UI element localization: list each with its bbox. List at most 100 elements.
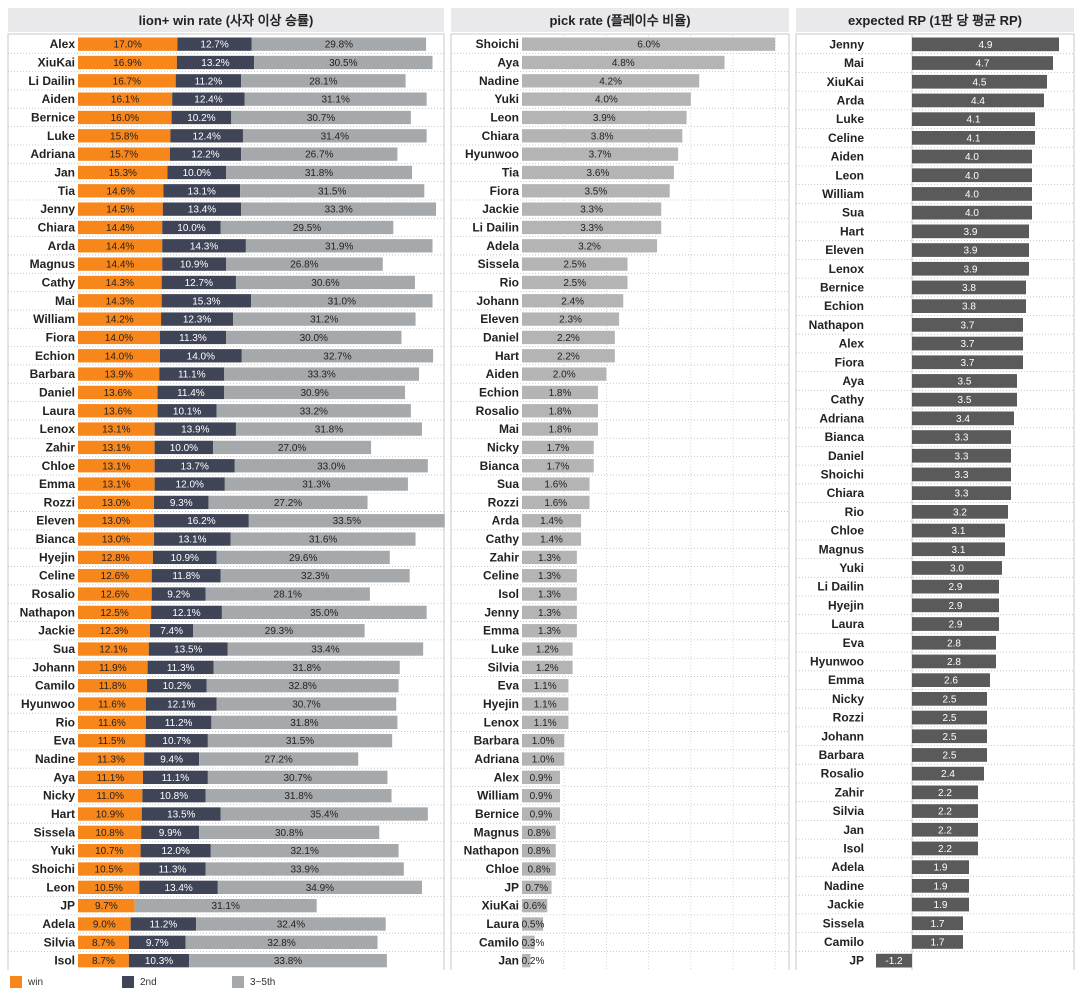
bar-3-5th-adela — [196, 917, 386, 931]
category-label-leon: Leon — [835, 168, 864, 182]
bar-rp-rio — [912, 505, 1008, 519]
data-label-3-5th-jan: 31.8% — [305, 168, 333, 179]
data-label-rp-eleven: 3.9 — [964, 246, 978, 257]
category-label-hart: Hart — [840, 224, 864, 238]
category-label-arda: Arda — [837, 93, 865, 107]
category-label-magnus: Magnus — [474, 825, 520, 839]
data-label-2nd-alex: 12.7% — [200, 40, 228, 51]
data-label-2nd-xiukai: 13.2% — [201, 58, 229, 69]
bar-win-bernice — [78, 110, 172, 125]
bar-win-leon — [78, 880, 140, 895]
bar-3-5th-fiora — [226, 330, 402, 345]
bar-3-5th-nathapon — [221, 605, 427, 620]
data-label-pick-adela: 3.2% — [578, 241, 601, 252]
category-label-johann: Johann — [32, 660, 75, 674]
data-label-pick-nicky: 1.7% — [546, 443, 569, 454]
category-label-adriana: Adriana — [30, 147, 75, 161]
data-label-win-chiara: 14.4% — [106, 223, 134, 234]
bar-rp-isol — [912, 841, 978, 856]
data-label-win-jenny: 14.5% — [106, 205, 134, 216]
data-label-pick-adriana: 1.0% — [532, 755, 555, 766]
bar-win-alex — [78, 37, 178, 51]
bar-pick-lenox — [522, 715, 569, 730]
bar-rp-yuki — [912, 561, 1002, 575]
data-label-3-5th-jp: 31.1% — [212, 901, 240, 912]
data-label-2nd-aiden: 12.4% — [194, 95, 222, 106]
bar-rp-echion — [912, 299, 1026, 313]
bar-win-nadine — [78, 752, 145, 766]
bar-pick-bernice — [522, 807, 560, 821]
bar-win-johann — [78, 660, 148, 675]
bar-rp-adriana — [912, 411, 1014, 426]
data-label-pick-silvia: 1.2% — [536, 663, 559, 674]
category-label-william: William — [822, 187, 864, 201]
category-label-mai: Mai — [499, 422, 519, 436]
bar-rp-zahir — [912, 785, 978, 800]
category-label-aiden: Aiden — [831, 150, 864, 164]
data-label-win-isol: 8.7% — [92, 956, 115, 967]
category-label-jp: JP — [849, 954, 864, 968]
category-label-aiden: Aiden — [42, 92, 75, 106]
bar-2nd-adriana — [169, 147, 242, 161]
category-label-jp: JP — [504, 880, 519, 894]
bar-rp-silvia — [912, 804, 978, 818]
data-label-rp-sua: 4.0 — [965, 208, 979, 219]
data-label-2nd-rio: 11.2% — [165, 718, 193, 729]
data-label-rp-adela: 1.9 — [934, 863, 948, 874]
bar-2nd-arda — [162, 239, 246, 253]
panel-header-3 — [796, 8, 1074, 32]
data-label-win-celine: 12.6% — [101, 571, 129, 582]
data-label-win-barbara: 13.9% — [104, 370, 132, 381]
data-label-win-johann: 11.9% — [99, 663, 127, 674]
bar-3-5th-lenox — [235, 422, 422, 436]
bar-2nd-alex — [177, 37, 252, 51]
data-label-win-bernice: 16.0% — [111, 113, 139, 124]
bar-2nd-tia — [163, 184, 241, 198]
bar-win-nathapon — [78, 605, 152, 620]
category-label-luke: Luke — [47, 129, 75, 143]
bar-2nd-eva — [145, 734, 208, 748]
category-label-jenny: Jenny — [40, 202, 75, 216]
bar-rp-hart — [912, 224, 1029, 239]
category-label-chiara: Chiara — [482, 129, 520, 143]
bar-win-lenox — [78, 422, 155, 436]
data-label-3-5th-rosalio: 28.1% — [274, 590, 302, 601]
data-label-2nd-bernice: 10.2% — [187, 113, 215, 124]
data-label-pick-shoichi: 6.0% — [637, 40, 660, 51]
bar-2nd-xiukai — [176, 55, 255, 70]
data-label-3-5th-hart: 35.4% — [310, 810, 338, 821]
bar-rp-arda — [912, 93, 1044, 108]
bar-pick-fiora — [522, 184, 670, 198]
bar-pick-nathapon — [522, 844, 556, 858]
bar-2nd-magnus — [162, 257, 227, 271]
bar-3-5th-yuki — [210, 844, 399, 858]
data-label-3-5th-camilo: 32.8% — [288, 681, 316, 692]
category-label-luke: Luke — [836, 112, 864, 126]
category-label-daniel: Daniel — [39, 385, 75, 399]
bar-pick-camilo — [522, 935, 535, 949]
bar-win-camilo — [78, 679, 148, 693]
bar-3-5th-sua — [227, 642, 424, 656]
category-label-shoichi: Shoichi — [821, 467, 864, 481]
category-label-cathy: Cathy — [831, 393, 865, 407]
category-label-nadine: Nadine — [479, 74, 519, 88]
category-label-echion: Echion — [35, 349, 75, 363]
category-label-yuki: Yuki — [494, 92, 519, 106]
data-label-3-5th-sua: 33.4% — [311, 645, 339, 656]
data-label-2nd-mai: 15.3% — [192, 296, 220, 307]
data-label-3-5th-eleven: 33.5% — [333, 516, 361, 527]
data-label-pick-rosalio: 1.8% — [549, 406, 572, 417]
category-label-adela: Adela — [831, 860, 864, 874]
bar-pick-shoichi — [522, 37, 776, 51]
bar-rp-fiora — [912, 355, 1023, 370]
bar-rp-aiden — [912, 149, 1032, 164]
bar-3-5th-leon — [217, 880, 422, 895]
data-label-3-5th-jackie: 29.3% — [265, 626, 293, 637]
category-label-chloe: Chloe — [486, 862, 520, 876]
category-label-william: William — [33, 312, 75, 326]
bar-win-celine — [78, 569, 152, 583]
data-label-2nd-sissela: 9.9% — [159, 828, 182, 839]
bar-rp-rozzi — [912, 710, 987, 725]
bar-pick-bianca — [522, 459, 594, 473]
bar-rp-hyejin — [912, 598, 999, 613]
